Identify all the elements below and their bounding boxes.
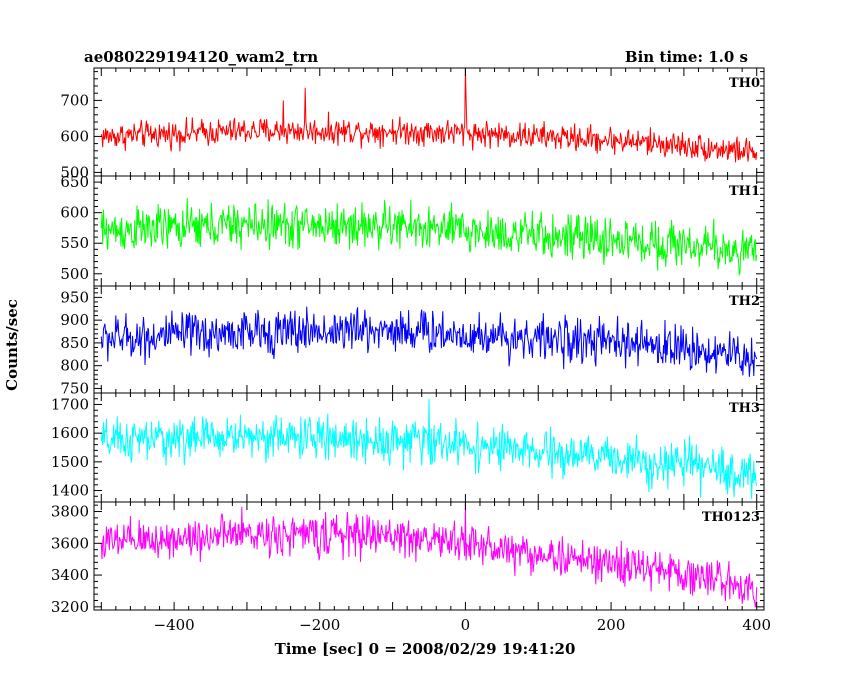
y-tick-label: 1400 [51,482,89,500]
y-tick-label: 3800 [51,503,89,521]
panel-label-th1: TH1 [729,184,760,199]
y-tick-label: 1600 [51,424,89,442]
panel-label-th3: TH3 [729,401,760,416]
series-line-th2 [100,306,758,377]
x-axis-label: Time [sec] 0 = 2008/02/29 19:41:20 [275,640,576,658]
y-tick-label: 600 [60,127,89,145]
panel-label-th0: TH0 [729,76,760,91]
panel-label-th0123: TH0123 [702,510,760,525]
y-tick-label: 900 [60,311,89,329]
y-tick-label: 3600 [51,534,89,552]
bin-time-label: Bin time: 1.0 s [625,48,748,66]
y-tick-label: 650 [60,173,89,191]
x-tick-label: −200 [299,616,340,634]
y-tick-label: 550 [60,234,89,252]
y-tick-label: 1700 [51,395,89,413]
x-tick-label: 400 [742,616,771,634]
series-line-th0123 [100,502,758,608]
y-tick-label: 600 [60,204,89,222]
chart-title: ae080229194120_wam2_trn [84,48,318,66]
x-tick-label: 200 [597,616,626,634]
series-line-th0 [100,68,758,163]
panels-group: 500 600 700 TH0 500 550 600 650 TH1 750 800 850 900 9… [51,67,771,634]
y-tick-label: 3400 [51,566,89,584]
x-tick-label: 0 [461,616,471,634]
series-line-th3 [100,398,758,499]
series-line-th1 [100,197,758,277]
y-tick-label: 500 [60,163,89,181]
y-tick-label: 800 [60,357,89,375]
y-tick-label: 950 [60,288,89,306]
y-tick-label: 750 [60,379,89,397]
y-axis-label: Counts/sec [3,299,21,391]
panel-frame [93,67,765,177]
y-tick-label: 700 [60,91,89,109]
y-tick-label: 850 [60,334,89,352]
x-tick-label: −400 [154,616,195,634]
panel-label-th2: TH2 [729,294,760,309]
y-tick-label: 1500 [51,453,89,471]
y-tick-label: 3200 [51,598,89,616]
panel-frame [93,501,765,611]
y-tick-label: 500 [60,265,89,283]
